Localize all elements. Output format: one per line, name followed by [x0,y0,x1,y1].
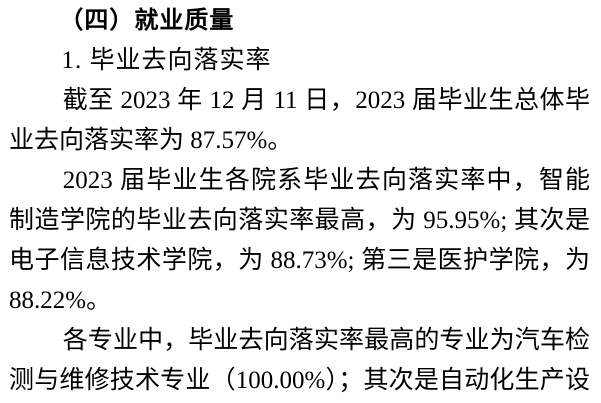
paragraph-major-rates: 各专业中，毕业去向落实率最高的专业为汽车检测与维修技术专业（100.00%）；其… [9,327,590,394]
paragraph-department-rates: 2023 届毕业生各院系毕业去向落实率中，智能制造学院的毕业去向落实率最高，为 … [9,167,590,314]
subsection-heading: 1. 毕业去向落实率 [61,47,272,74]
section-heading: （四）就业质量 [59,8,235,34]
paragraph-overall-rate: 截至 2023 年 12 月 11 日，2023 届毕业生总体毕业去向落实率为 … [9,87,590,154]
